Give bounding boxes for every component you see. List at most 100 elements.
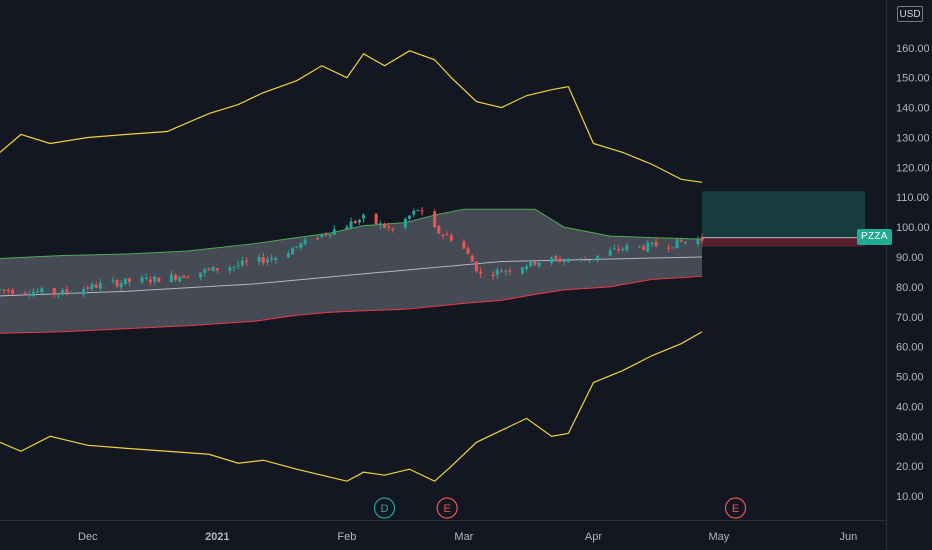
candle-body [349,221,353,229]
candle-body [470,255,474,262]
earnings-marker-label: E [732,503,739,515]
y-tick-label: 100.00 [896,222,930,234]
y-tick-label: 50.00 [896,372,924,384]
y-tick-label: 160.00 [896,43,930,55]
candle-body [554,256,558,259]
candle-body [466,248,470,255]
candle-body [316,238,320,240]
candle-body [679,240,683,242]
candle-body [128,278,132,282]
candle-body [98,282,102,289]
candle-body [533,261,537,265]
candle-body [617,249,621,251]
y-tick-label: 120.00 [896,162,930,174]
candle-body [240,260,244,266]
candle-body [140,277,144,283]
candle-body [437,226,441,234]
x-tick-label: May [708,531,729,543]
candle-body [86,287,90,289]
candle-body [299,243,303,248]
candle-body [320,233,324,238]
candle-body [270,258,274,260]
y-tick-label: 30.00 [896,431,924,443]
candle-body [31,291,35,297]
candle-body [562,260,566,262]
y-tick-label: 90.00 [896,252,924,264]
candle-body [508,270,512,272]
candle-body [504,270,508,272]
candle-body [211,266,215,271]
candle-body [387,226,391,228]
x-tick-label: Mar [454,531,473,543]
candle-body [186,277,190,279]
candle-body [416,210,420,212]
candle-body [111,280,115,282]
lower-envelope-line [0,331,703,482]
candle-body [675,239,679,249]
x-tick-label: Jun [840,531,858,543]
candle-body [654,242,658,247]
candle-body [236,265,240,267]
earnings-event-marker: E [724,497,747,519]
candle-body [174,274,178,280]
candle-body [449,235,453,241]
candle-body [153,276,157,282]
candle-body [491,274,495,277]
candle-body [40,288,44,293]
candle-body [587,260,591,262]
earnings-marker-circle [436,497,458,519]
candle-body [667,247,671,249]
candle-body [696,239,700,244]
candle-body [445,234,449,236]
y-tick-label: 60.00 [896,342,924,354]
candle-body [345,226,349,230]
candle-body [182,275,186,278]
candle-body [391,228,395,230]
candle-body [412,210,416,215]
x-tick-label: Feb [337,531,356,543]
candle-body [265,259,269,263]
candle-body [90,284,94,290]
y-tick-label: 20.00 [896,461,924,473]
candle-body [579,258,583,260]
candle-body [257,256,261,262]
x-tick-label: 2021 [205,531,229,543]
candle-body [591,258,595,260]
earnings-marker-circle [724,497,747,519]
candle-body [479,271,483,274]
candle-body [583,259,587,261]
candle-body [525,266,529,270]
candle-body [274,257,278,260]
position-target-zone [702,191,866,238]
candle-body [420,210,424,212]
candle-body [683,241,687,243]
candle-body [520,267,524,274]
candle-body [500,271,504,273]
candle-body [157,277,161,283]
y-tick-label: 10.00 [896,491,924,503]
candle-body [642,246,646,250]
candle-body [286,253,290,258]
candle-body [646,242,650,252]
earnings-marker-label: E [444,503,451,515]
bollinger-lower-line [0,275,703,334]
moving-average-line [0,256,703,297]
currency-label[interactable]: USD [897,6,923,22]
candle-body [332,229,336,235]
candle-body [441,234,445,236]
candle-body [353,221,357,224]
candle-body [261,257,265,263]
candle-body [324,234,328,236]
candle-body [119,283,123,288]
candle-body [303,239,307,244]
candle-body [621,248,625,250]
y-tick-label: 140.00 [896,103,930,115]
candle-body [6,289,10,291]
y-tick-label: 40.00 [896,401,924,413]
candle-body [215,267,219,271]
candle-body [232,266,236,268]
dividend-marker-label: D [381,503,389,515]
candle-body [207,268,211,270]
